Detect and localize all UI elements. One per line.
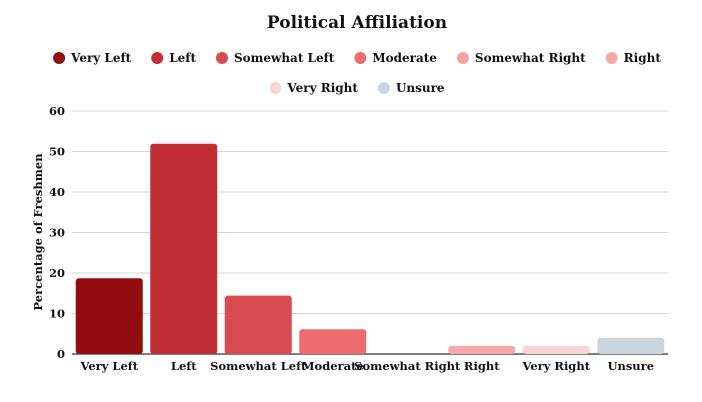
y-tick-label: 50 [49, 145, 65, 159]
y-axis-ticks: 0 10 20 30 40 50 60 [49, 104, 65, 361]
legend-label: Unsure [396, 81, 445, 95]
legend-label: Right [624, 51, 662, 65]
legend-label: Very Left [70, 51, 132, 65]
x-tick-label: Unsure [607, 359, 654, 373]
legend-swatch [151, 52, 164, 64]
x-tick-label: Somewhat Right [354, 359, 461, 373]
legend-label: Left [169, 51, 196, 65]
y-tick-label: 30 [49, 226, 65, 240]
legend-label: Somewhat Right [475, 51, 586, 65]
y-tick-label: 10 [49, 307, 65, 321]
legend-swatch [605, 52, 618, 64]
y-tick-label: 60 [49, 104, 65, 118]
legend-label: Moderate [372, 51, 437, 65]
x-tick-label: Moderate [302, 359, 364, 373]
bar [75, 278, 143, 354]
x-axis-ticks: Very Left Left Somewhat LeftModerateSomewh… [79, 359, 654, 373]
x-tick-label: Somewhat Left [210, 359, 307, 373]
bar [448, 345, 516, 354]
bar [224, 295, 292, 354]
chart-title: Political Affiliation [267, 13, 447, 33]
bar [299, 329, 367, 354]
x-tick-label: Very Left [79, 359, 138, 373]
legend-swatch [456, 52, 469, 64]
legend-swatch [269, 82, 282, 94]
y-tick-label: 20 [49, 266, 65, 280]
y-axis-label: Percentage of Freshmen [31, 153, 45, 311]
x-tick-label: Very Right [521, 359, 590, 373]
chart-legend: Very Left Left Somewhat Left Moderate Somewh… [53, 51, 661, 95]
legend-swatch [377, 82, 390, 94]
legend-label: Very Right [286, 81, 358, 95]
bar [597, 337, 665, 354]
bar [522, 345, 590, 354]
x-tick-label: Right [464, 359, 500, 373]
chart-bars [75, 143, 665, 354]
legend-label: Somewhat Left [234, 51, 335, 65]
legend-swatch [215, 52, 228, 64]
x-tick-label: Left [171, 359, 197, 373]
legend-swatch [53, 52, 66, 64]
y-tick-label: 0 [57, 347, 65, 361]
y-tick-label: 40 [49, 185, 65, 199]
legend-swatch [354, 52, 367, 64]
bar [150, 143, 218, 354]
